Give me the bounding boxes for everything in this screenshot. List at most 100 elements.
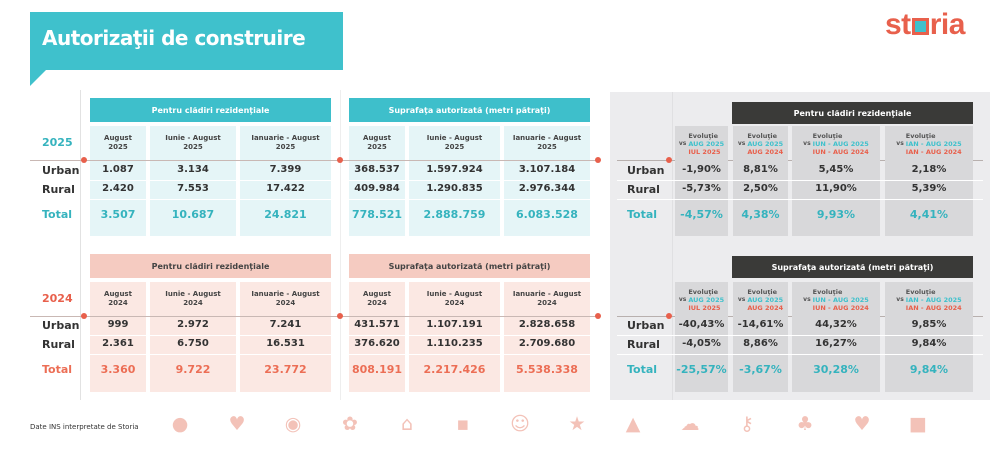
tree-icon: ♣ [796, 413, 814, 435]
cell-total: 3.360 [100, 363, 136, 376]
comparison-period: IUL 2025 [688, 148, 721, 156]
key-icon: ⚷ [740, 413, 754, 435]
column-header-line: Ianuarie - August [251, 134, 320, 142]
evolution-label: Evoluţie [747, 132, 778, 140]
column-header-line: 2024 [183, 299, 203, 307]
column-header: August 2025 [90, 130, 146, 156]
column-header: Iunie - August 2024 [409, 286, 500, 312]
column-header: August 2024 [90, 286, 146, 312]
table-header: Suprafaţa autorizată (metri pătraţi) [349, 254, 590, 278]
logo-text-end: ria [929, 8, 966, 41]
thumbs-up-icon: ▲ [625, 413, 641, 435]
current-period: AUG 2025 [747, 296, 784, 304]
column-header: Ianuarie - August 2025 [240, 130, 331, 156]
evolution-cell-total: 30,28% [813, 363, 859, 376]
column-header-line: 2025 [537, 143, 557, 151]
evolution-period: Evoluţie AUG 2025 AUG 2024 [747, 288, 783, 312]
current-period: IUN - AUG 2025 [812, 140, 869, 148]
cell-rural: 409.984 [354, 183, 400, 194]
flower-icon: ✿ [342, 413, 358, 435]
evolution-cell-urban: 2,18% [911, 164, 947, 175]
evolution-column-bg [885, 126, 973, 236]
cell-urban: 1.107.191 [426, 319, 483, 330]
cell-rural: 1.110.235 [426, 338, 483, 349]
row-label-urban: Urban [42, 164, 80, 177]
column-header: Ianuarie - August 2024 [504, 286, 590, 312]
table-column-bg [349, 282, 405, 392]
evolution-cell-urban: 5,45% [818, 164, 854, 175]
cell-rural: 17.422 [266, 183, 305, 194]
evolution-cell-rural: 16,27% [815, 338, 857, 349]
evolution-period: Evoluţie AUG 2025 AUG 2024 [747, 132, 783, 156]
column-header-line: August [104, 134, 132, 142]
evolution-row-label-total: Total [627, 363, 658, 376]
current-period: IAN - AUG 2025 [905, 296, 962, 304]
column-header-line: Iunie - August [165, 290, 221, 298]
column-header-line: August [104, 290, 132, 298]
evolution-row-label-total: Total [627, 208, 658, 221]
row-separator [349, 180, 590, 181]
cell-urban: 3.107.184 [518, 164, 576, 175]
row-separator [90, 180, 331, 181]
evolution-column-header: vs Evoluţie AUG 2025 IUL 2025 [675, 286, 728, 314]
evolution-cell-total: -3,67% [739, 363, 782, 376]
row-separator [349, 354, 590, 355]
column-header-line: 2024 [537, 299, 557, 307]
speech-bubble-icon: ▪ [456, 413, 470, 435]
row-label-total: Total [42, 208, 73, 221]
column-header-line: 2024 [444, 299, 465, 307]
evolution-period: Evoluţie AUG 2025 IUL 2025 [688, 288, 724, 312]
evolution-cell-rural: -5,73% [682, 183, 721, 194]
evolution-cell-total: -25,57% [676, 363, 727, 376]
row-divider [90, 160, 331, 161]
evolution-column-bg [792, 282, 880, 392]
column-header: August 2024 [349, 286, 405, 312]
comparison-period: AUG 2024 [747, 304, 784, 312]
table-column-bg [240, 282, 331, 392]
evolution-column-header: vs Evoluţie IAN - AUG 2025 IAN - AUG 2024 [885, 286, 973, 314]
evolution-column-header: vs Evoluţie AUG 2025 AUG 2024 [733, 130, 788, 158]
evolution-cell-total: 4,41% [909, 208, 949, 221]
row-separator [90, 354, 331, 355]
divider [80, 90, 81, 400]
current-period: AUG 2025 [688, 140, 725, 148]
evolution-label: Evoluţie [905, 132, 936, 140]
current-period: IUN - AUG 2025 [812, 296, 869, 304]
evolution-column-bg [733, 282, 788, 392]
column-header-line: August [363, 290, 391, 298]
marker-dot [81, 157, 87, 163]
comparison-period: IAN - AUG 2024 [905, 304, 962, 312]
cell-total: 2.217.426 [423, 363, 486, 376]
evolution-cell-urban: 8,81% [743, 164, 778, 175]
column-header-line: 2025 [444, 143, 465, 151]
vs-label: vs [896, 140, 904, 147]
evolution-label: Evoluţie [688, 288, 719, 296]
cell-urban: 2.828.658 [518, 319, 576, 330]
cell-total: 3.507 [100, 208, 136, 221]
cell-rural: 2.420 [102, 183, 134, 194]
comparison-period: AUG 2024 [747, 148, 784, 156]
row-separator [349, 335, 590, 336]
marker-dot [666, 157, 672, 163]
comparison-period: IUN - AUG 2024 [812, 304, 869, 312]
evolution-period: Evoluţie IAN - AUG 2025 IAN - AUG 2024 [906, 132, 962, 156]
table-header: Suprafaţa autorizată (metri pătraţi) [349, 98, 590, 122]
evolution-column-bg [733, 126, 788, 236]
evolution-cell-total: 9,93% [816, 208, 856, 221]
marker-dot [337, 157, 343, 163]
evolution-column-header: vs Evoluţie IUN - AUG 2025 IUN - AUG 2024 [792, 130, 880, 158]
cell-urban: 2.972 [177, 319, 209, 330]
column-header-line: 2025 [183, 143, 203, 151]
evolution-cell-urban: -40,43% [678, 319, 725, 330]
evolution-cell-rural: 5,39% [911, 183, 947, 194]
source-note: Date INS interpretate de Storia [30, 423, 139, 431]
column-header-line: 2024 [275, 299, 296, 307]
row-separator [90, 199, 331, 200]
evolution-column-header: vs Evoluţie AUG 2025 IUL 2025 [675, 130, 728, 158]
current-period: AUG 2025 [688, 296, 725, 304]
row-divider [349, 160, 590, 161]
evolution-cell-rural: 9,84% [911, 338, 947, 349]
evolution-cell-rural: 8,86% [743, 338, 778, 349]
cell-urban: 1.597.924 [426, 164, 483, 175]
cell-urban: 431.571 [354, 319, 400, 330]
